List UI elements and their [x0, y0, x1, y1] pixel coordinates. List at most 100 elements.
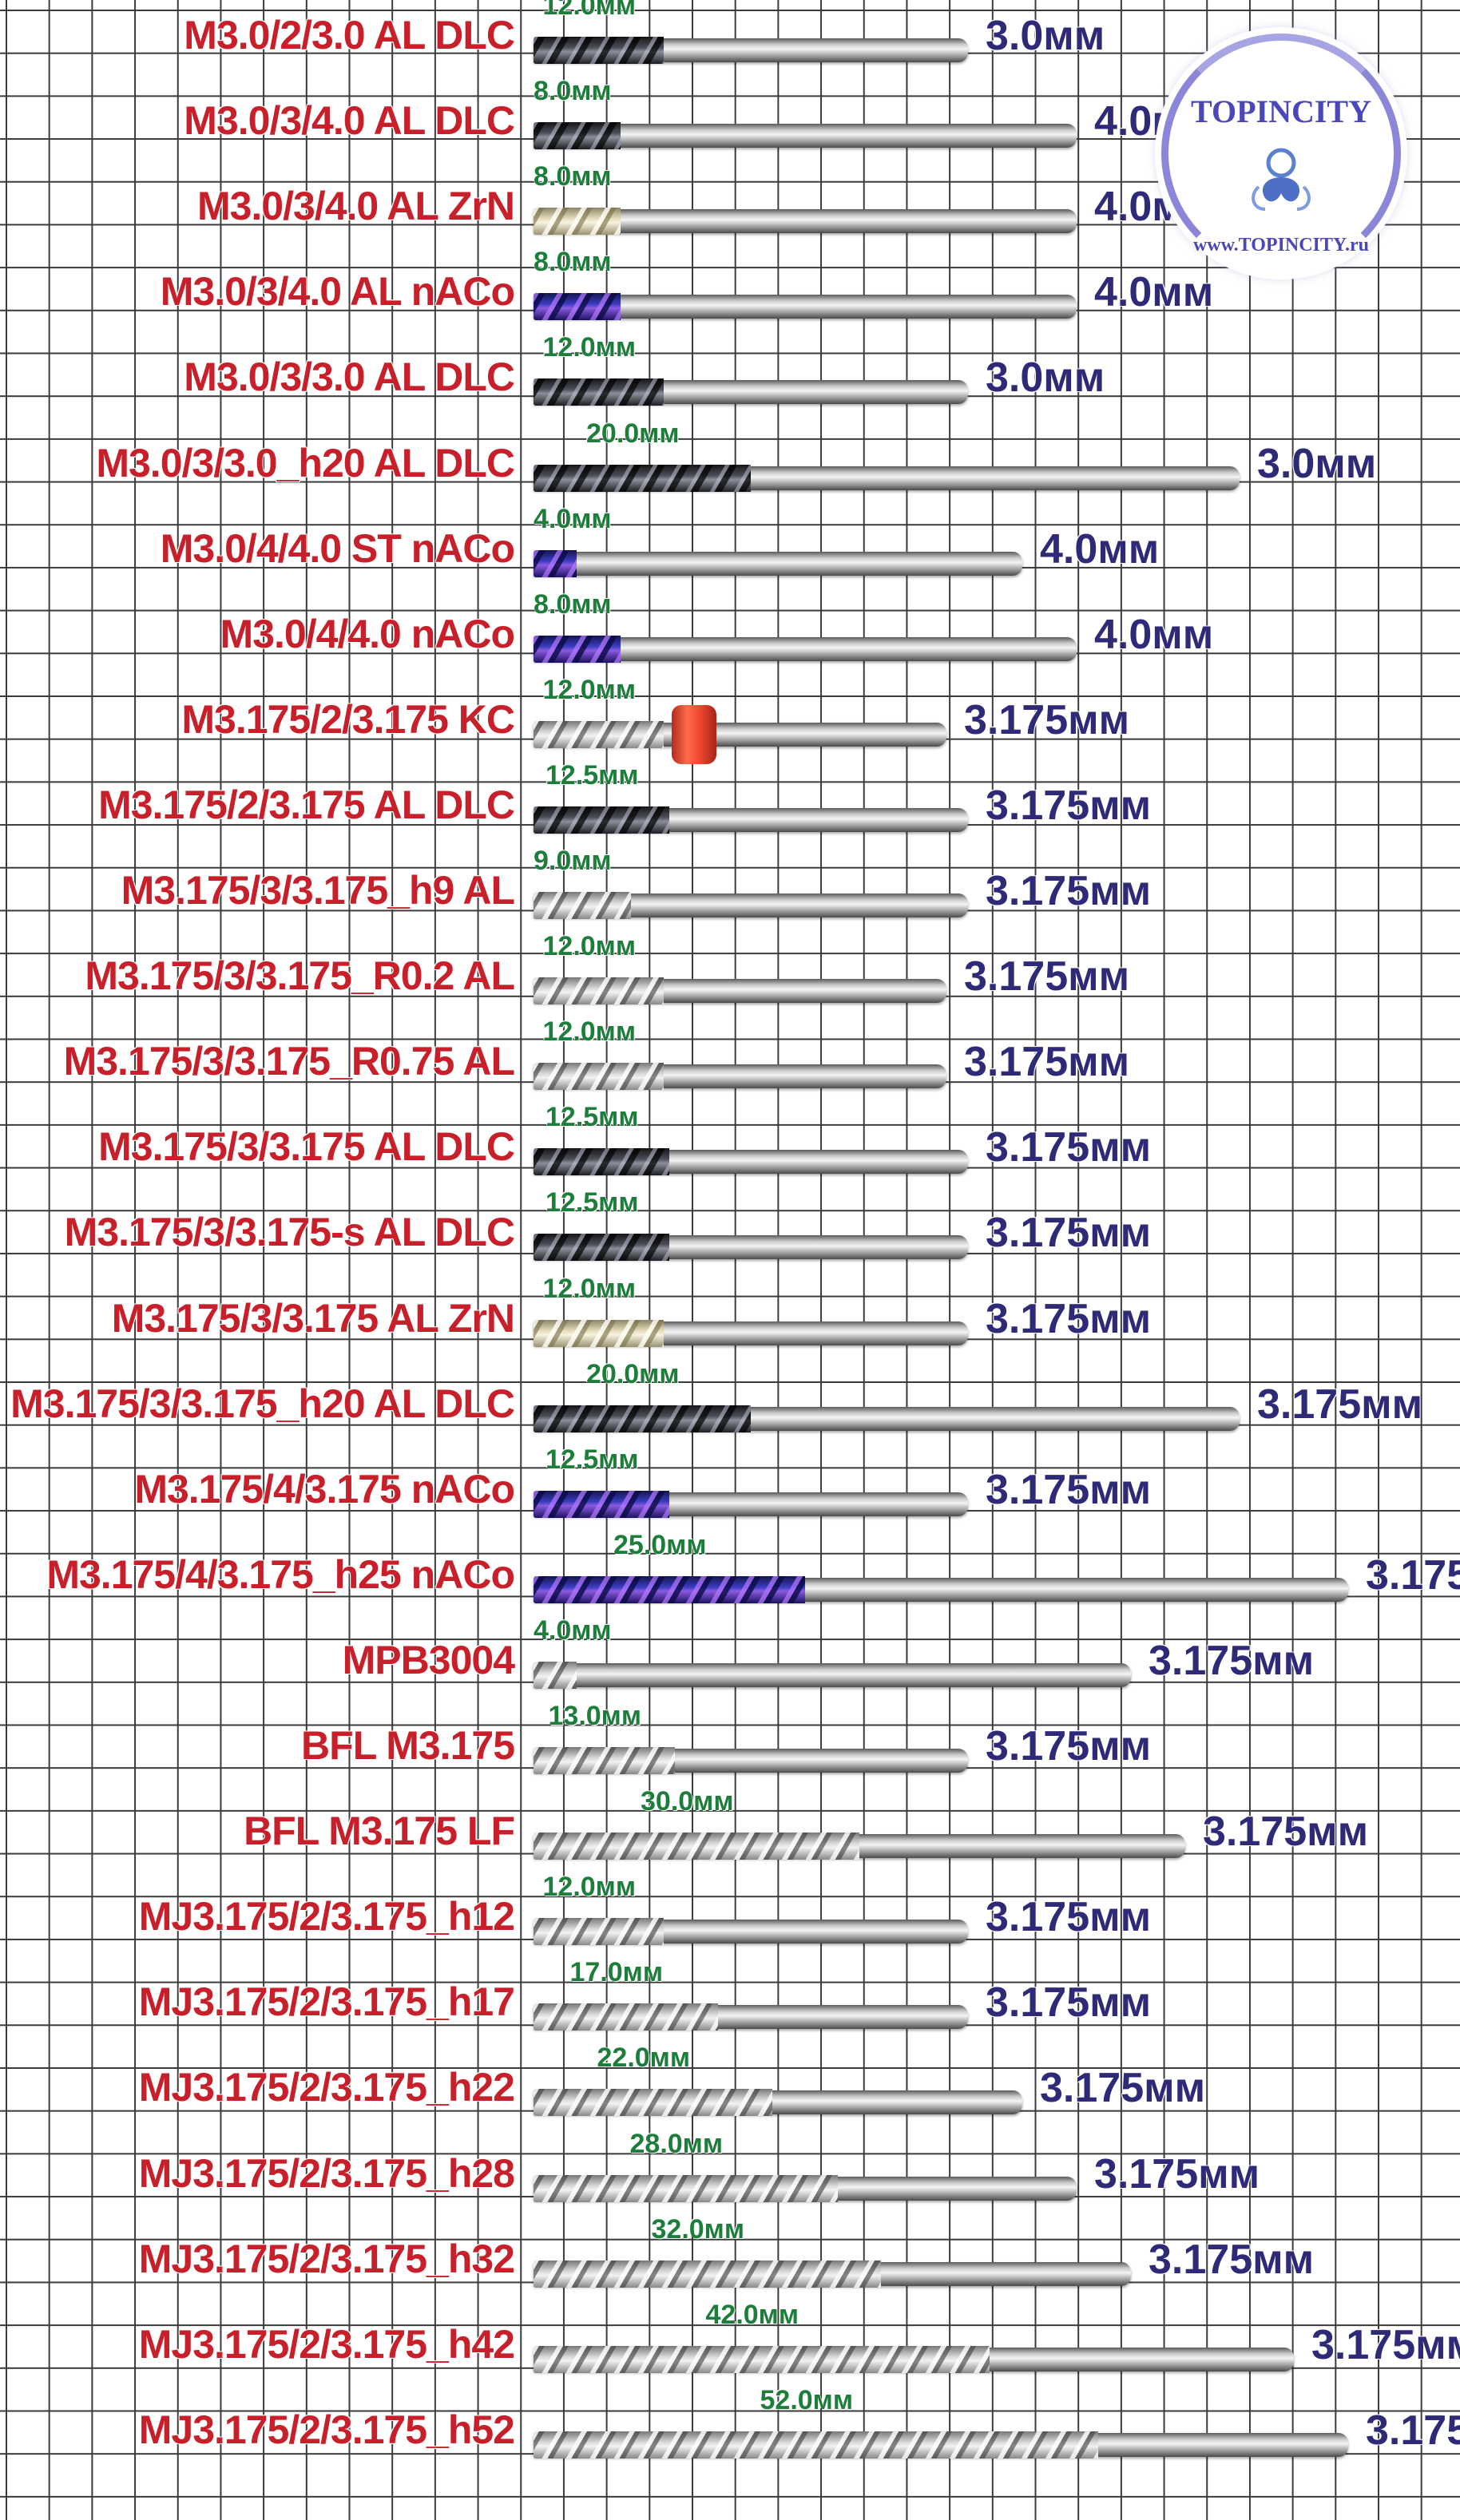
shank-diameter-label: 3.175мм — [1094, 2150, 1260, 2197]
end-mill-image — [534, 464, 1240, 492]
tool-flute — [534, 635, 621, 663]
tool-row: MJ3.175/2/3.175_h52 52.0мм 3.175мм — [0, 2385, 1460, 2470]
tool-flute — [534, 1063, 664, 1091]
end-mill-image — [534, 1319, 968, 1347]
flute-length-label: 32.0мм — [651, 2213, 744, 2245]
end-mill-image — [534, 1918, 968, 1946]
tool-model-label: M3.175/2/3.175 KC — [181, 696, 515, 742]
tool-model-label: M3.175/3/3.175_h20 AL DLC — [10, 1381, 515, 1426]
shank-diameter-label: 3.175мм — [964, 696, 1130, 743]
tool-row: MJ3.175/2/3.175_h42 42.0мм 3.175мм — [0, 2300, 1460, 2385]
tool-model-label: MJ3.175/2/3.175_h28 — [138, 2150, 515, 2196]
logo-title: TOPINCITY — [1191, 93, 1371, 129]
flute-length-label: 25.0мм — [613, 1529, 707, 1560]
tool-row: M3.0/3/4.0 AL DLC 8.0мм 4.0мм — [0, 76, 1460, 161]
flute-length-label: 28.0мм — [629, 2128, 723, 2159]
shank-diameter-label: 3.175мм — [986, 1124, 1152, 1171]
end-mill-image — [534, 704, 946, 764]
tool-row: MJ3.175/2/3.175_h32 32.0мм 3.175мм — [0, 2214, 1460, 2300]
tool-row: M3.0/4/4.0 ST nACo 4.0мм 4.0мм — [0, 504, 1460, 589]
flute-length-label: 12.5мм — [546, 1444, 639, 1475]
shank-diameter-label: 3.175мм — [986, 782, 1152, 829]
shank-diameter-label: 4.0мм — [1040, 525, 1160, 573]
flute-length-label: 4.0мм — [534, 1615, 612, 1646]
flute-length-label: 4.0мм — [534, 503, 612, 534]
flute-length-label: 8.0мм — [534, 76, 612, 107]
flute-length-label: 12.5мм — [546, 1102, 639, 1133]
end-mill-image — [534, 635, 1077, 663]
end-mill-image — [534, 122, 1077, 150]
tool-flute — [534, 2003, 718, 2031]
tool-model-label: MPB3004 — [342, 1637, 515, 1682]
flute-length-label: 20.0мм — [586, 1358, 680, 1389]
tool-flute — [534, 549, 577, 577]
flute-length-label: 22.0мм — [597, 2043, 690, 2074]
end-mill-image — [534, 2260, 1131, 2288]
flute-length-label: 12.0мм — [542, 0, 636, 21]
tool-model-label: M3.175/4/3.175 nACo — [134, 1466, 515, 1512]
tool-model-label: M3.175/3/3.175 AL DLC — [98, 1124, 515, 1170]
flute-length-label: 52.0мм — [760, 2384, 853, 2415]
flute-length-label: 12.0мм — [542, 1273, 636, 1304]
tool-model-label: M3.0/3/4.0 AL DLC — [184, 98, 515, 144]
end-mill-image — [534, 208, 1077, 236]
tool-flute — [534, 2431, 1098, 2459]
flute-length-label: 12.0мм — [542, 931, 636, 962]
flute-length-label: 12.0мм — [542, 332, 636, 363]
shank-diameter-label: 3.175мм — [986, 1723, 1152, 1769]
shank-diameter-label: 3.175мм — [1366, 1551, 1460, 1599]
tool-flute — [534, 1405, 751, 1432]
tool-flute — [534, 1661, 577, 1689]
tool-model-label: M3.175/3/3.175_R0.75 AL — [63, 1039, 515, 1084]
tool-row: MJ3.175/2/3.175_h12 12.0мм 3.175мм — [0, 1872, 1460, 1957]
tool-flute — [534, 892, 631, 919]
end-mill-image — [534, 1833, 1185, 1860]
shank-diameter-label: 3.175мм — [1311, 2321, 1460, 2368]
tool-flute — [534, 1918, 664, 1946]
tool-model-label: M3.175/3/3.175_h9 AL — [121, 868, 515, 913]
tool-row: M3.0/4/4.0 nACo 8.0мм 4.0мм — [0, 589, 1460, 675]
flute-length-label: 8.0мм — [534, 247, 612, 278]
flute-length-label: 42.0мм — [705, 2299, 799, 2330]
tool-model-label: MJ3.175/2/3.175_h17 — [138, 1979, 515, 2025]
flute-length-label: 12.0мм — [542, 1872, 636, 1903]
tool-flute — [534, 2089, 772, 2117]
flute-length-label: 8.0мм — [534, 588, 612, 620]
tool-row: M3.175/3/3.175-s AL DLC 12.5мм 3.175мм — [0, 1187, 1460, 1273]
tool-shank — [534, 551, 1022, 576]
tool-row: MJ3.175/2/3.175_h22 22.0мм 3.175мм — [0, 2043, 1460, 2128]
tool-flute — [534, 1833, 859, 1860]
tool-row: MJ3.175/2/3.175_h28 28.0мм 3.175мм — [0, 2129, 1460, 2214]
end-mill-image — [534, 2174, 1077, 2202]
tool-shank — [534, 636, 1077, 661]
shank-diameter-label: 3.0мм — [1257, 440, 1377, 487]
end-mill-image — [534, 892, 968, 919]
shank-diameter-label: 3.175мм — [1040, 2065, 1206, 2112]
tool-row: M3.175/2/3.175 AL DLC 12.5мм 3.175мм — [0, 760, 1460, 846]
end-mill-image — [534, 378, 968, 406]
topincity-logo: TOPINCITY www.TOPINCITY.ru — [1155, 27, 1407, 279]
tool-row: M3.175/4/3.175_h25 nACo 25.0мм 3.175мм — [0, 1530, 1460, 1615]
flute-length-label: 12.0мм — [542, 674, 636, 705]
flute-length-label: 12.5мм — [546, 1187, 639, 1218]
end-mill-image — [534, 1747, 968, 1774]
shank-diameter-label: 3.0мм — [986, 13, 1105, 59]
end-mill-image — [534, 2431, 1348, 2459]
tool-shank — [534, 295, 1077, 319]
shank-diameter-label: 3.0мм — [986, 355, 1105, 402]
tool-flute — [534, 1234, 669, 1262]
tool-row: M3.175/4/3.175 nACo 12.5мм 3.175мм — [0, 1444, 1460, 1530]
shank-diameter-label: 4.0мм — [1094, 611, 1214, 658]
tool-shank — [534, 209, 1077, 234]
tool-row: BFL M3.175 13.0мм 3.175мм — [0, 1701, 1460, 1786]
tool-flute — [534, 1319, 664, 1347]
tool-row: M3.175/3/3.175 AL DLC 12.5мм 3.175мм — [0, 1102, 1460, 1187]
tool-flute — [534, 2260, 881, 2288]
tool-model-label: M3.0/4/4.0 nACo — [220, 611, 515, 656]
tool-row: MPB3004 4.0мм 3.175мм — [0, 1615, 1460, 1701]
shank-diameter-label: 3.175мм — [1149, 1637, 1315, 1684]
end-mill-image — [534, 2089, 1022, 2117]
tool-model-label: M3.0/4/4.0 ST nACo — [160, 525, 515, 571]
tool-flute — [534, 977, 664, 1005]
